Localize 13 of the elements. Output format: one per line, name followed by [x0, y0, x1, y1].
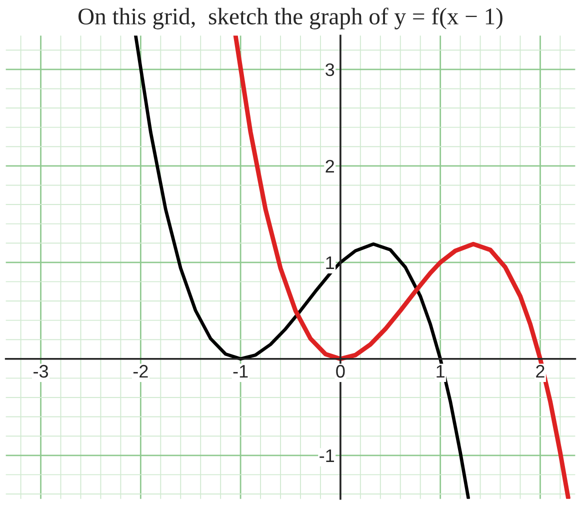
- y-tick-label: 2: [326, 160, 334, 172]
- x-tick-label: -2: [133, 364, 148, 378]
- x-tick-label: -3: [34, 364, 48, 378]
- line-series: [134, 36, 470, 499]
- y-tick-label: 1: [326, 256, 334, 269]
- chart-title: On this grid, sketch the graph of y = f(x − 1): [78, 8, 502, 30]
- line-series: [233, 36, 570, 499]
- x-tick-label: 2: [536, 364, 544, 378]
- x-tick-label: 0: [336, 364, 345, 378]
- x-tick-label: -1: [233, 365, 248, 378]
- y-tick-label: -1: [320, 450, 334, 462]
- y-tick-label: 3: [326, 63, 334, 76]
- x-tick-label: 1: [436, 365, 444, 378]
